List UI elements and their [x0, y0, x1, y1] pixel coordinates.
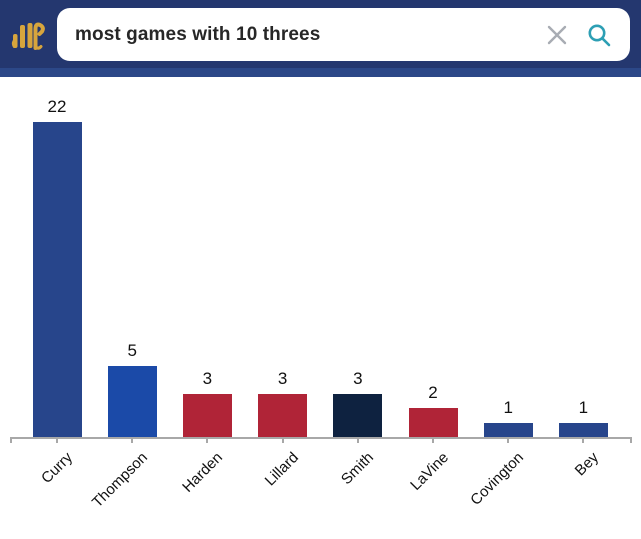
clear-search-icon[interactable]: [540, 18, 574, 52]
bar-value-label: 3: [202, 369, 213, 389]
x-axis-label: Bey: [572, 449, 603, 480]
bar-value-label: 1: [578, 397, 589, 417]
bar-covington: [483, 422, 533, 437]
bar-harden: [182, 394, 232, 437]
bar-bey: [558, 422, 608, 437]
bar-value-label: 2: [428, 383, 438, 403]
axis-tick: [206, 437, 209, 443]
search-input[interactable]: most games with 10 threes: [75, 23, 321, 45]
statmuse-logo-icon[interactable]: [9, 14, 47, 52]
axis-tick: [281, 437, 284, 443]
axis-tick: [131, 437, 134, 443]
search-bar[interactable]: most games with 10 threes: [57, 8, 630, 61]
bar-lavine: [408, 408, 458, 437]
axis-end-tick: [630, 437, 632, 443]
x-axis-line: [10, 437, 632, 439]
axis-tick: [356, 437, 359, 443]
axis-tick: [432, 437, 434, 443]
search-icon[interactable]: [582, 18, 616, 52]
header-bottom-band: [0, 68, 641, 77]
app-header: most games with 10 threes: [0, 0, 641, 77]
bar-smith: [333, 394, 383, 437]
bar-curry: [32, 122, 82, 437]
bar-value-label: 5: [127, 340, 137, 360]
bar-value-label: 3: [277, 369, 288, 389]
bar-value-label: 22: [47, 97, 67, 117]
bar-value-label: 3: [353, 369, 363, 389]
bar-value-label: 1: [503, 397, 513, 417]
bar-thompson: [107, 365, 157, 437]
bar-lillard: [258, 394, 308, 437]
axis-tick: [582, 437, 585, 443]
axis-end-tick: [10, 437, 12, 443]
bar-chart: 22 Curry 5 Thompson 3 Harden 3 Lillard 3 Smith 2 La…: [0, 77, 641, 516]
axis-tick: [507, 437, 510, 443]
axis-tick: [56, 437, 58, 443]
